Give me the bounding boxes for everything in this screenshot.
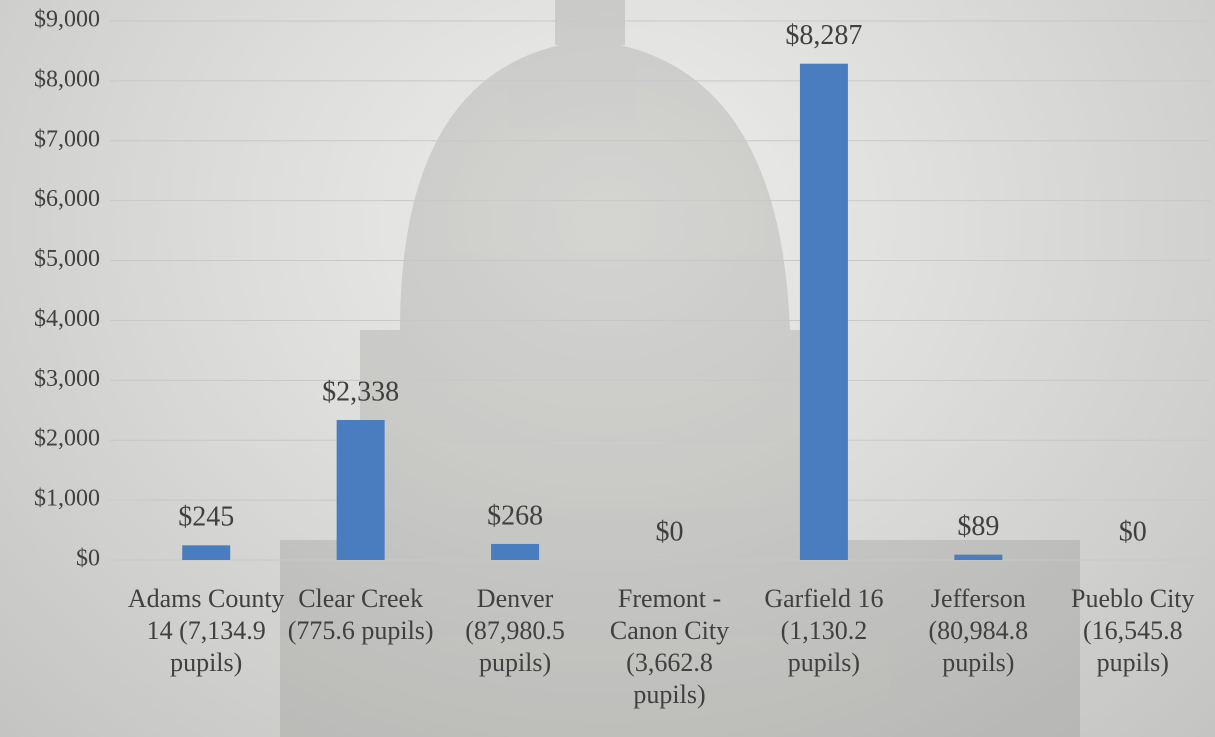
y-tick-label: $3,000 <box>34 366 100 392</box>
bar <box>954 554 1003 560</box>
value-label: $268 <box>487 500 543 531</box>
x-tick-label: Pueblo City (16,545.8 pupils) <box>1071 584 1195 677</box>
x-tick-label: Denver (87,980.5 pupils) <box>465 584 565 677</box>
y-tick-label: $5,000 <box>34 246 100 272</box>
value-label: $245 <box>178 502 234 533</box>
y-tick-label: $0 <box>76 546 100 572</box>
y-tick-label: $2,000 <box>34 426 100 452</box>
value-label: $8,287 <box>785 20 862 51</box>
bar <box>182 545 231 560</box>
bar <box>799 63 848 561</box>
x-tick-label: Fremont - Canon City (3,662.8 pupils) <box>609 584 730 709</box>
x-tick-label: Jefferson (80,984.8 pupils) <box>928 584 1029 677</box>
x-tick-label: Clear Creek (775.6 pupils) <box>287 584 434 645</box>
y-tick-label: $9,000 <box>34 7 100 33</box>
x-tick-label: Garfield 16 (1,130.2 pupils) <box>764 584 884 677</box>
bar <box>336 419 385 560</box>
y-tick-label: $6,000 <box>34 186 100 212</box>
value-label: $0 <box>656 516 684 547</box>
value-label: $2,338 <box>322 376 399 407</box>
bar <box>491 543 540 560</box>
value-label: $89 <box>957 511 999 542</box>
value-label: $0 <box>1119 516 1147 547</box>
y-tick-label: $4,000 <box>34 306 100 332</box>
y-tick-label: $8,000 <box>34 66 100 92</box>
y-tick-label: $7,000 <box>34 126 100 152</box>
y-tick-label: $1,000 <box>34 486 100 512</box>
x-tick-label: Adams County 14 (7,134.9 pupils) <box>127 584 285 677</box>
